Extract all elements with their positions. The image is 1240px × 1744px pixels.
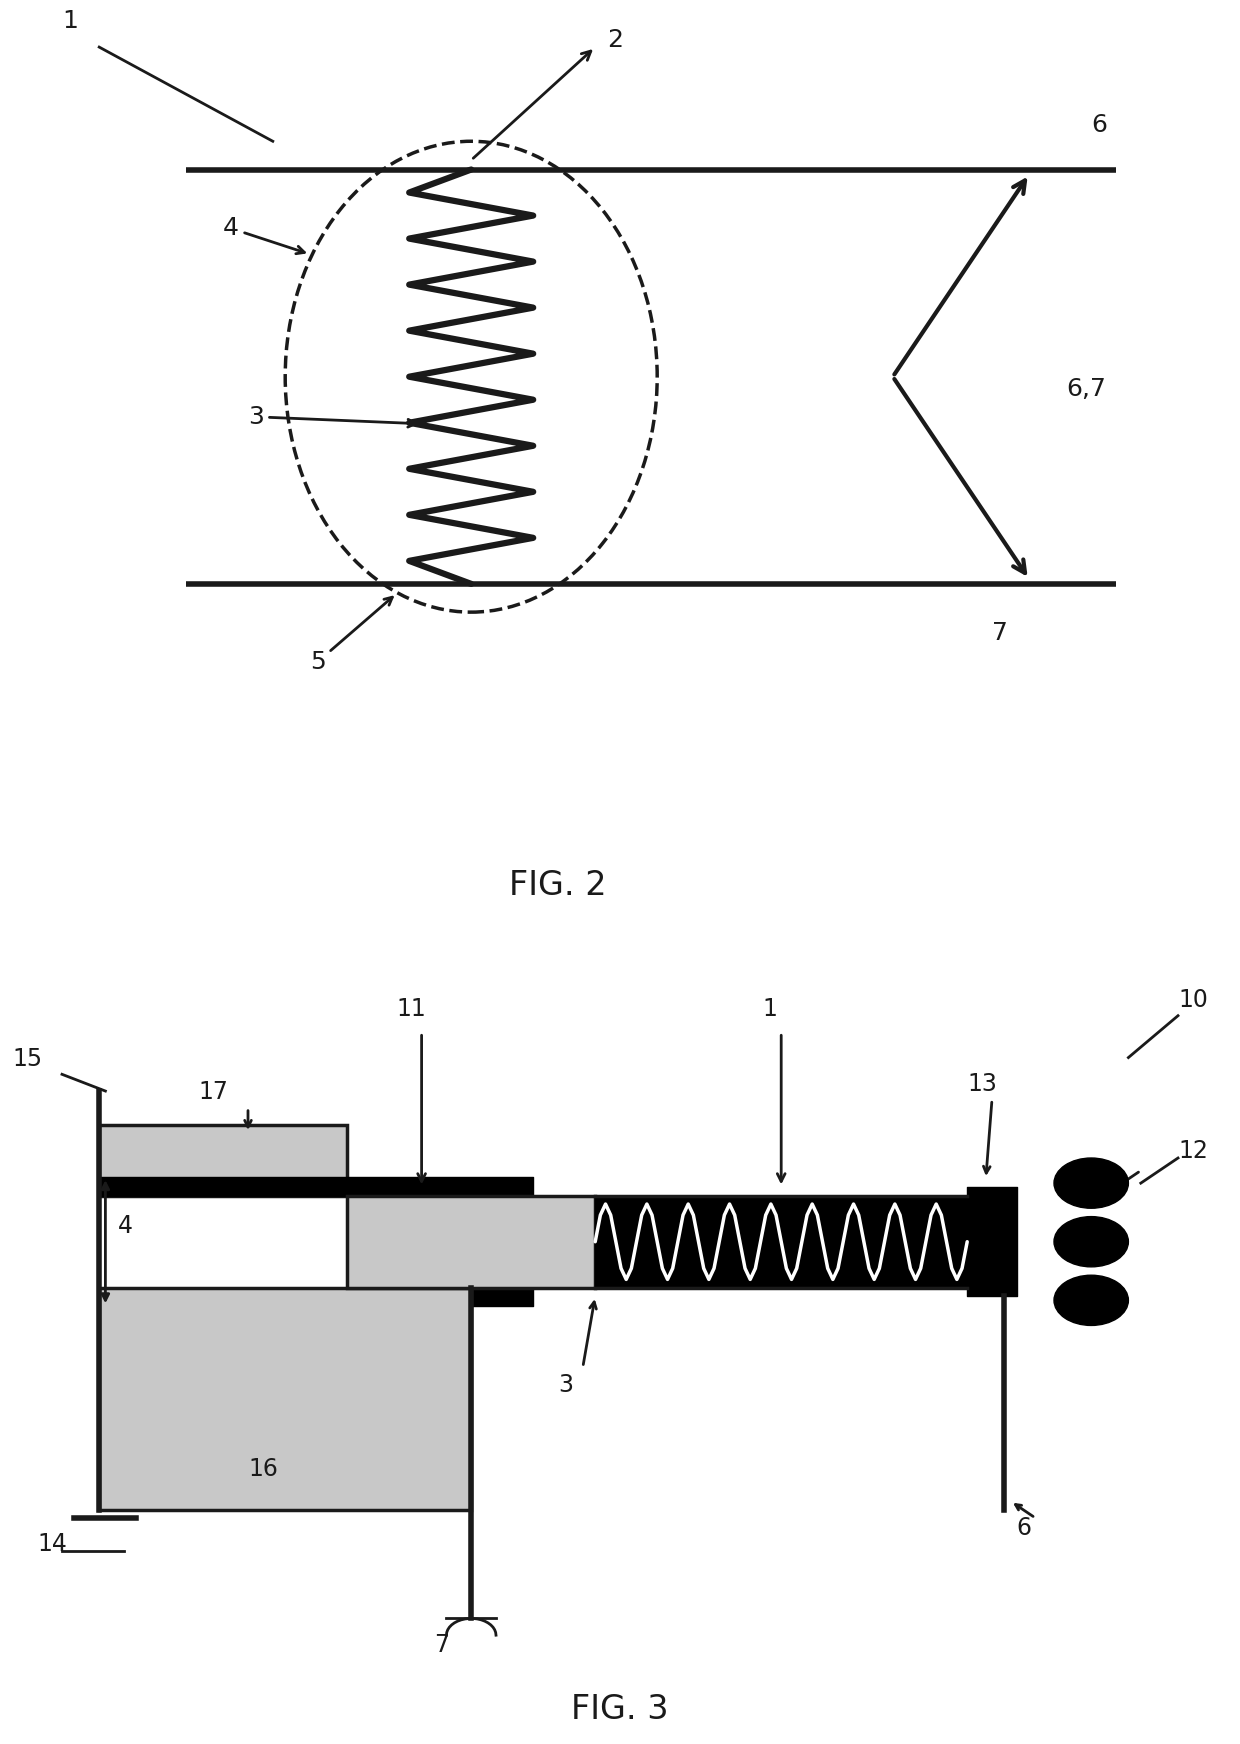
Circle shape bbox=[1054, 1217, 1128, 1266]
Text: 3: 3 bbox=[248, 405, 415, 429]
Text: FIG. 2: FIG. 2 bbox=[510, 869, 606, 902]
Text: 2: 2 bbox=[608, 28, 624, 52]
Text: 14: 14 bbox=[37, 1533, 67, 1556]
Circle shape bbox=[1054, 1158, 1128, 1209]
Text: 1: 1 bbox=[763, 998, 777, 1020]
Text: 13: 13 bbox=[967, 1073, 997, 1095]
Circle shape bbox=[1054, 1275, 1128, 1325]
Text: 7: 7 bbox=[992, 621, 1008, 645]
Bar bbox=[99, 1287, 471, 1510]
Text: 7: 7 bbox=[434, 1632, 449, 1657]
Text: 15: 15 bbox=[12, 1046, 42, 1071]
Bar bbox=[99, 1125, 347, 1196]
Text: 6: 6 bbox=[1091, 113, 1107, 136]
Text: 11: 11 bbox=[397, 998, 427, 1020]
Text: 16: 16 bbox=[248, 1458, 278, 1481]
Bar bbox=[347, 1196, 595, 1287]
Text: 6: 6 bbox=[1017, 1516, 1032, 1540]
Text: FIG. 3: FIG. 3 bbox=[572, 1693, 668, 1727]
Text: 17: 17 bbox=[198, 1081, 228, 1104]
Text: 6,7: 6,7 bbox=[1066, 377, 1106, 401]
Text: 4: 4 bbox=[223, 216, 304, 253]
Text: 1: 1 bbox=[62, 9, 78, 33]
Text: 10: 10 bbox=[1178, 989, 1208, 1012]
Text: 12: 12 bbox=[1178, 1139, 1208, 1163]
Text: 5: 5 bbox=[310, 596, 392, 673]
Text: 3: 3 bbox=[558, 1374, 573, 1397]
Text: 4: 4 bbox=[118, 1214, 133, 1238]
